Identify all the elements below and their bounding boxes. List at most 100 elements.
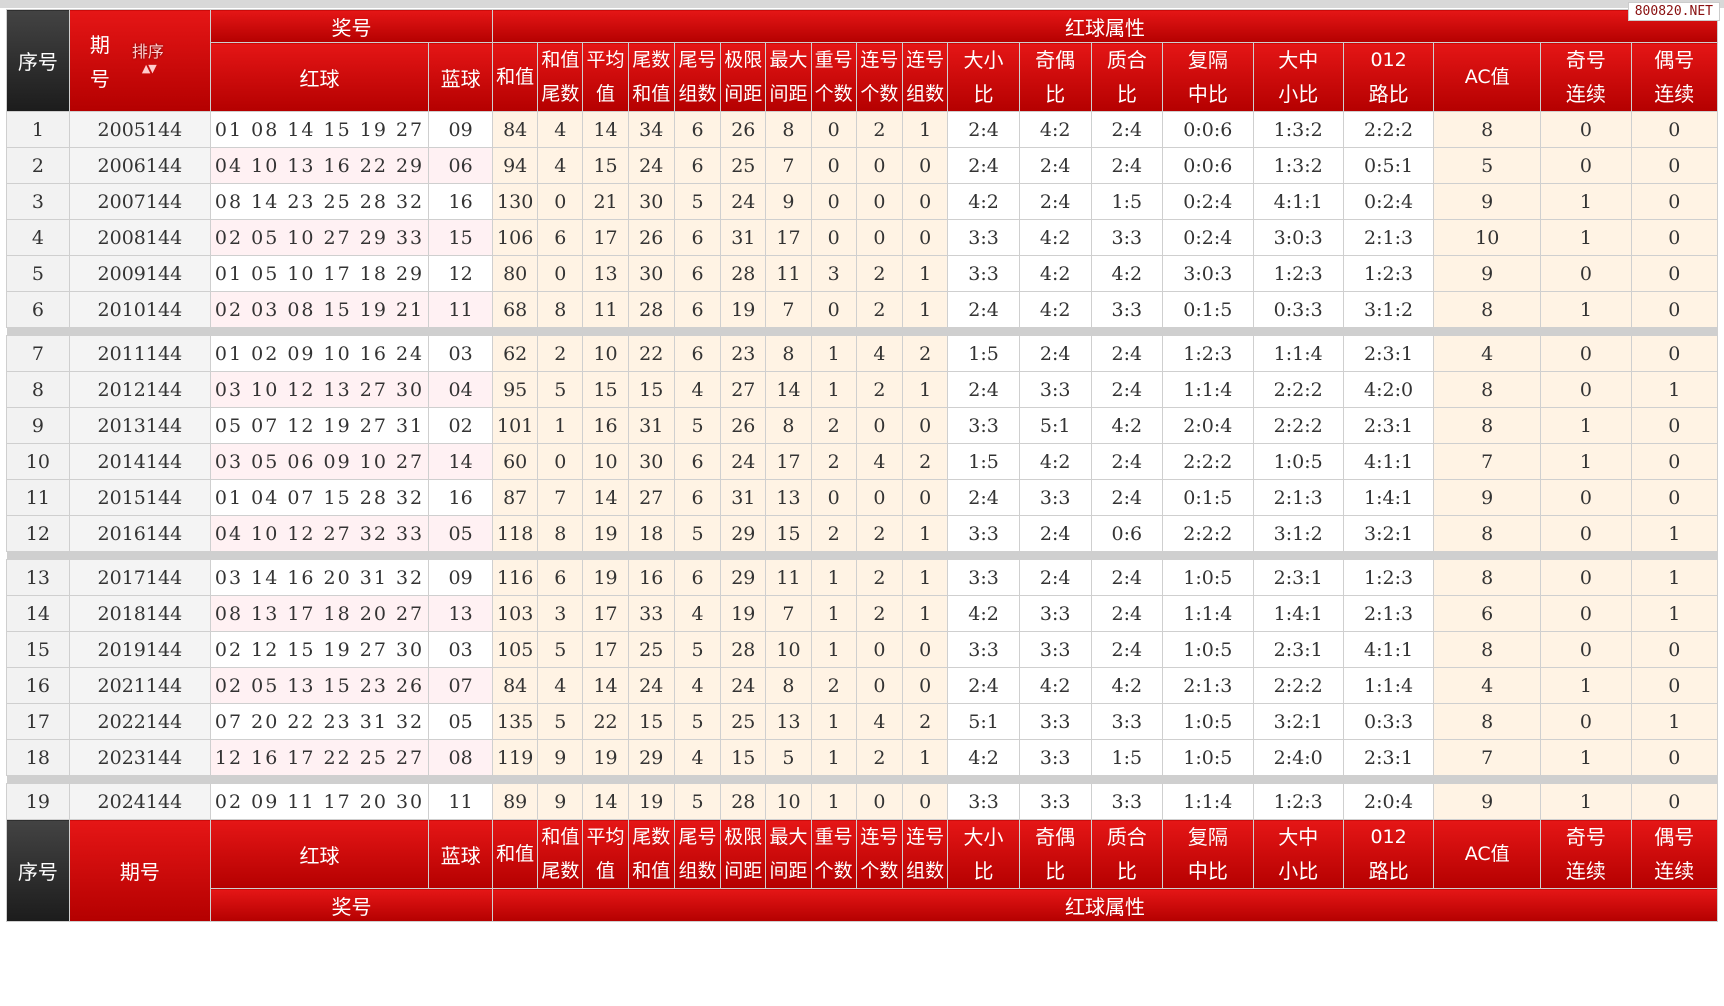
footer-attr-col-6-line1: 最大 — [769, 826, 808, 848]
row-attr-17: 1 — [1540, 219, 1632, 256]
row-attr-16: 8 — [1433, 515, 1542, 552]
row-attr-10: 4:2 — [947, 183, 1020, 220]
row-attr-11: 3:3 — [1018, 479, 1092, 516]
row-blue-ball: 02 — [428, 407, 494, 444]
header-period-top: 期 — [89, 33, 110, 57]
row-blue-ball: 09 — [428, 111, 494, 148]
row-attr-16: 5 — [1433, 147, 1542, 184]
row-red-balls: 04 10 12 27 32 33 — [209, 515, 430, 552]
footer-attr-col-9-line2: 组数 — [906, 860, 945, 882]
row-attr-7: 2 — [810, 443, 857, 480]
row-attr-1: 5 — [537, 371, 584, 408]
row-attr-17: 0 — [1540, 559, 1632, 596]
footer-attr-col-1-line2: 尾数 — [541, 860, 580, 882]
row-attr-18: 0 — [1630, 739, 1719, 776]
row-attr-1: 4 — [537, 111, 584, 148]
row-attr-10: 2:4 — [947, 479, 1020, 516]
row-attr-17: 0 — [1540, 111, 1632, 148]
row-attr-8: 4 — [855, 335, 904, 372]
row-attr-12: 4:2 — [1090, 667, 1164, 704]
footer-attr-col-10-line1: 大小 — [963, 825, 1004, 849]
row-period: 2017144 — [68, 559, 211, 596]
row-attr-2: 10 — [582, 335, 629, 372]
row-attr-10: 5:1 — [947, 703, 1020, 740]
footer-attr-col-0: 和值 — [492, 819, 539, 889]
row-attr-13: 1:0:5 — [1162, 739, 1254, 776]
row-attr-6: 7 — [765, 147, 812, 184]
row-attr-1: 6 — [537, 559, 584, 596]
row-attr-2: 22 — [582, 703, 629, 740]
row-attr-8: 2 — [855, 255, 904, 292]
row-attr-12: 2:4 — [1090, 371, 1164, 408]
header-attr-col-2-line1: 平均 — [586, 49, 625, 71]
row-attr-17: 0 — [1540, 147, 1632, 184]
row-attr-13: 1:1:4 — [1162, 783, 1254, 820]
row-attr-2: 19 — [582, 559, 629, 596]
row-blue-ball: 08 — [428, 739, 494, 776]
table-row: 12 2016144 04 10 12 27 32 33 05 118 8 19 18 5 29 1… — [6, 515, 1719, 552]
row-attr-7: 1 — [810, 559, 857, 596]
row-attr-17: 0 — [1540, 335, 1632, 372]
footer-attr-col-10: 大小比 — [947, 819, 1020, 889]
row-attr-0: 60 — [492, 443, 539, 480]
row-attr-9: 1 — [902, 595, 949, 632]
row-seq: 5 — [6, 255, 70, 292]
row-red-balls: 08 13 17 18 20 27 — [209, 595, 430, 632]
row-attr-7: 1 — [810, 371, 857, 408]
row-attr-11: 3:3 — [1018, 595, 1092, 632]
footer-attr-col-3-line2: 和值 — [632, 860, 671, 882]
row-attr-6: 11 — [765, 559, 812, 596]
row-attr-0: 118 — [492, 515, 539, 552]
row-blue-ball: 09 — [428, 559, 494, 596]
row-attr-16: 6 — [1433, 595, 1542, 632]
row-attr-8: 0 — [855, 147, 904, 184]
header-attr-col-18-line1: 偶号 — [1654, 48, 1695, 72]
footer-attr-col-5-line1: 极限 — [724, 826, 763, 848]
footer-attr-col-0-line1: 和值 — [496, 843, 535, 865]
row-attr-11: 4:2 — [1018, 291, 1092, 328]
footer-attr-col-18-line2: 连续 — [1654, 859, 1695, 883]
row-attr-4: 5 — [673, 631, 722, 668]
header-attr-col-12: 质合比 — [1090, 42, 1164, 112]
header-attr-col-17: 奇号 连续 — [1540, 42, 1632, 112]
row-blue-ball: 04 — [428, 371, 494, 408]
row-attr-13: 3:0:3 — [1162, 255, 1254, 292]
row-attr-8: 0 — [855, 783, 904, 820]
header-attr-col-13-line2: 中比 — [1187, 82, 1228, 106]
header-period-sortable[interactable]: 期号 排序 ▲▼ — [68, 9, 211, 112]
row-attr-9: 0 — [902, 183, 949, 220]
row-attr-12: 0:6 — [1090, 515, 1164, 552]
footer-attr-col-16: AC值 — [1433, 819, 1542, 889]
row-attr-16: 9 — [1433, 183, 1542, 220]
row-blue-ball: 06 — [428, 147, 494, 184]
row-attr-6: 15 — [765, 515, 812, 552]
row-attr-15: 3:1:2 — [1342, 291, 1435, 328]
header-attr-col-4-line2: 组数 — [678, 83, 717, 105]
row-attr-17: 1 — [1540, 407, 1632, 444]
row-attr-10: 1:5 — [947, 335, 1020, 372]
table-row: 18 2023144 12 16 17 22 25 27 08 119 9 19 29 4 15 5… — [6, 739, 1719, 776]
table-row: 17 2022144 07 20 22 23 31 32 05 135 5 22 15 5 25 1… — [6, 703, 1719, 740]
sort-arrows-icon[interactable]: ▲▼ — [141, 62, 157, 75]
table-row: 13 2017144 03 14 16 20 31 32 09 116 6 19 16 6 29 1… — [6, 559, 1719, 596]
row-blue-ball: 05 — [428, 703, 494, 740]
row-attr-7: 1 — [810, 783, 857, 820]
header-attr-col-3: 尾数 和值 — [627, 42, 675, 112]
row-attr-17: 0 — [1540, 515, 1632, 552]
row-attr-10: 3:3 — [947, 559, 1020, 596]
row-attr-4: 4 — [673, 667, 722, 704]
row-attr-15: 2:3:1 — [1342, 335, 1435, 372]
footer-attr-col-2: 平均值 — [582, 819, 629, 889]
sort-button[interactable]: 排序 — [131, 42, 164, 61]
row-attr-7: 0 — [810, 291, 857, 328]
row-attr-11: 4:2 — [1018, 443, 1092, 480]
row-attr-4: 6 — [673, 255, 722, 292]
row-attr-2: 13 — [582, 255, 629, 292]
row-red-balls: 02 05 10 27 29 33 — [209, 219, 430, 256]
row-attr-2: 19 — [582, 515, 629, 552]
row-attr-11: 2:4 — [1018, 147, 1092, 184]
row-attr-15: 0:5:1 — [1342, 147, 1435, 184]
row-attr-17: 0 — [1540, 703, 1632, 740]
row-attr-16: 8 — [1433, 559, 1542, 596]
header-attr-col-16: AC值 — [1433, 42, 1542, 112]
